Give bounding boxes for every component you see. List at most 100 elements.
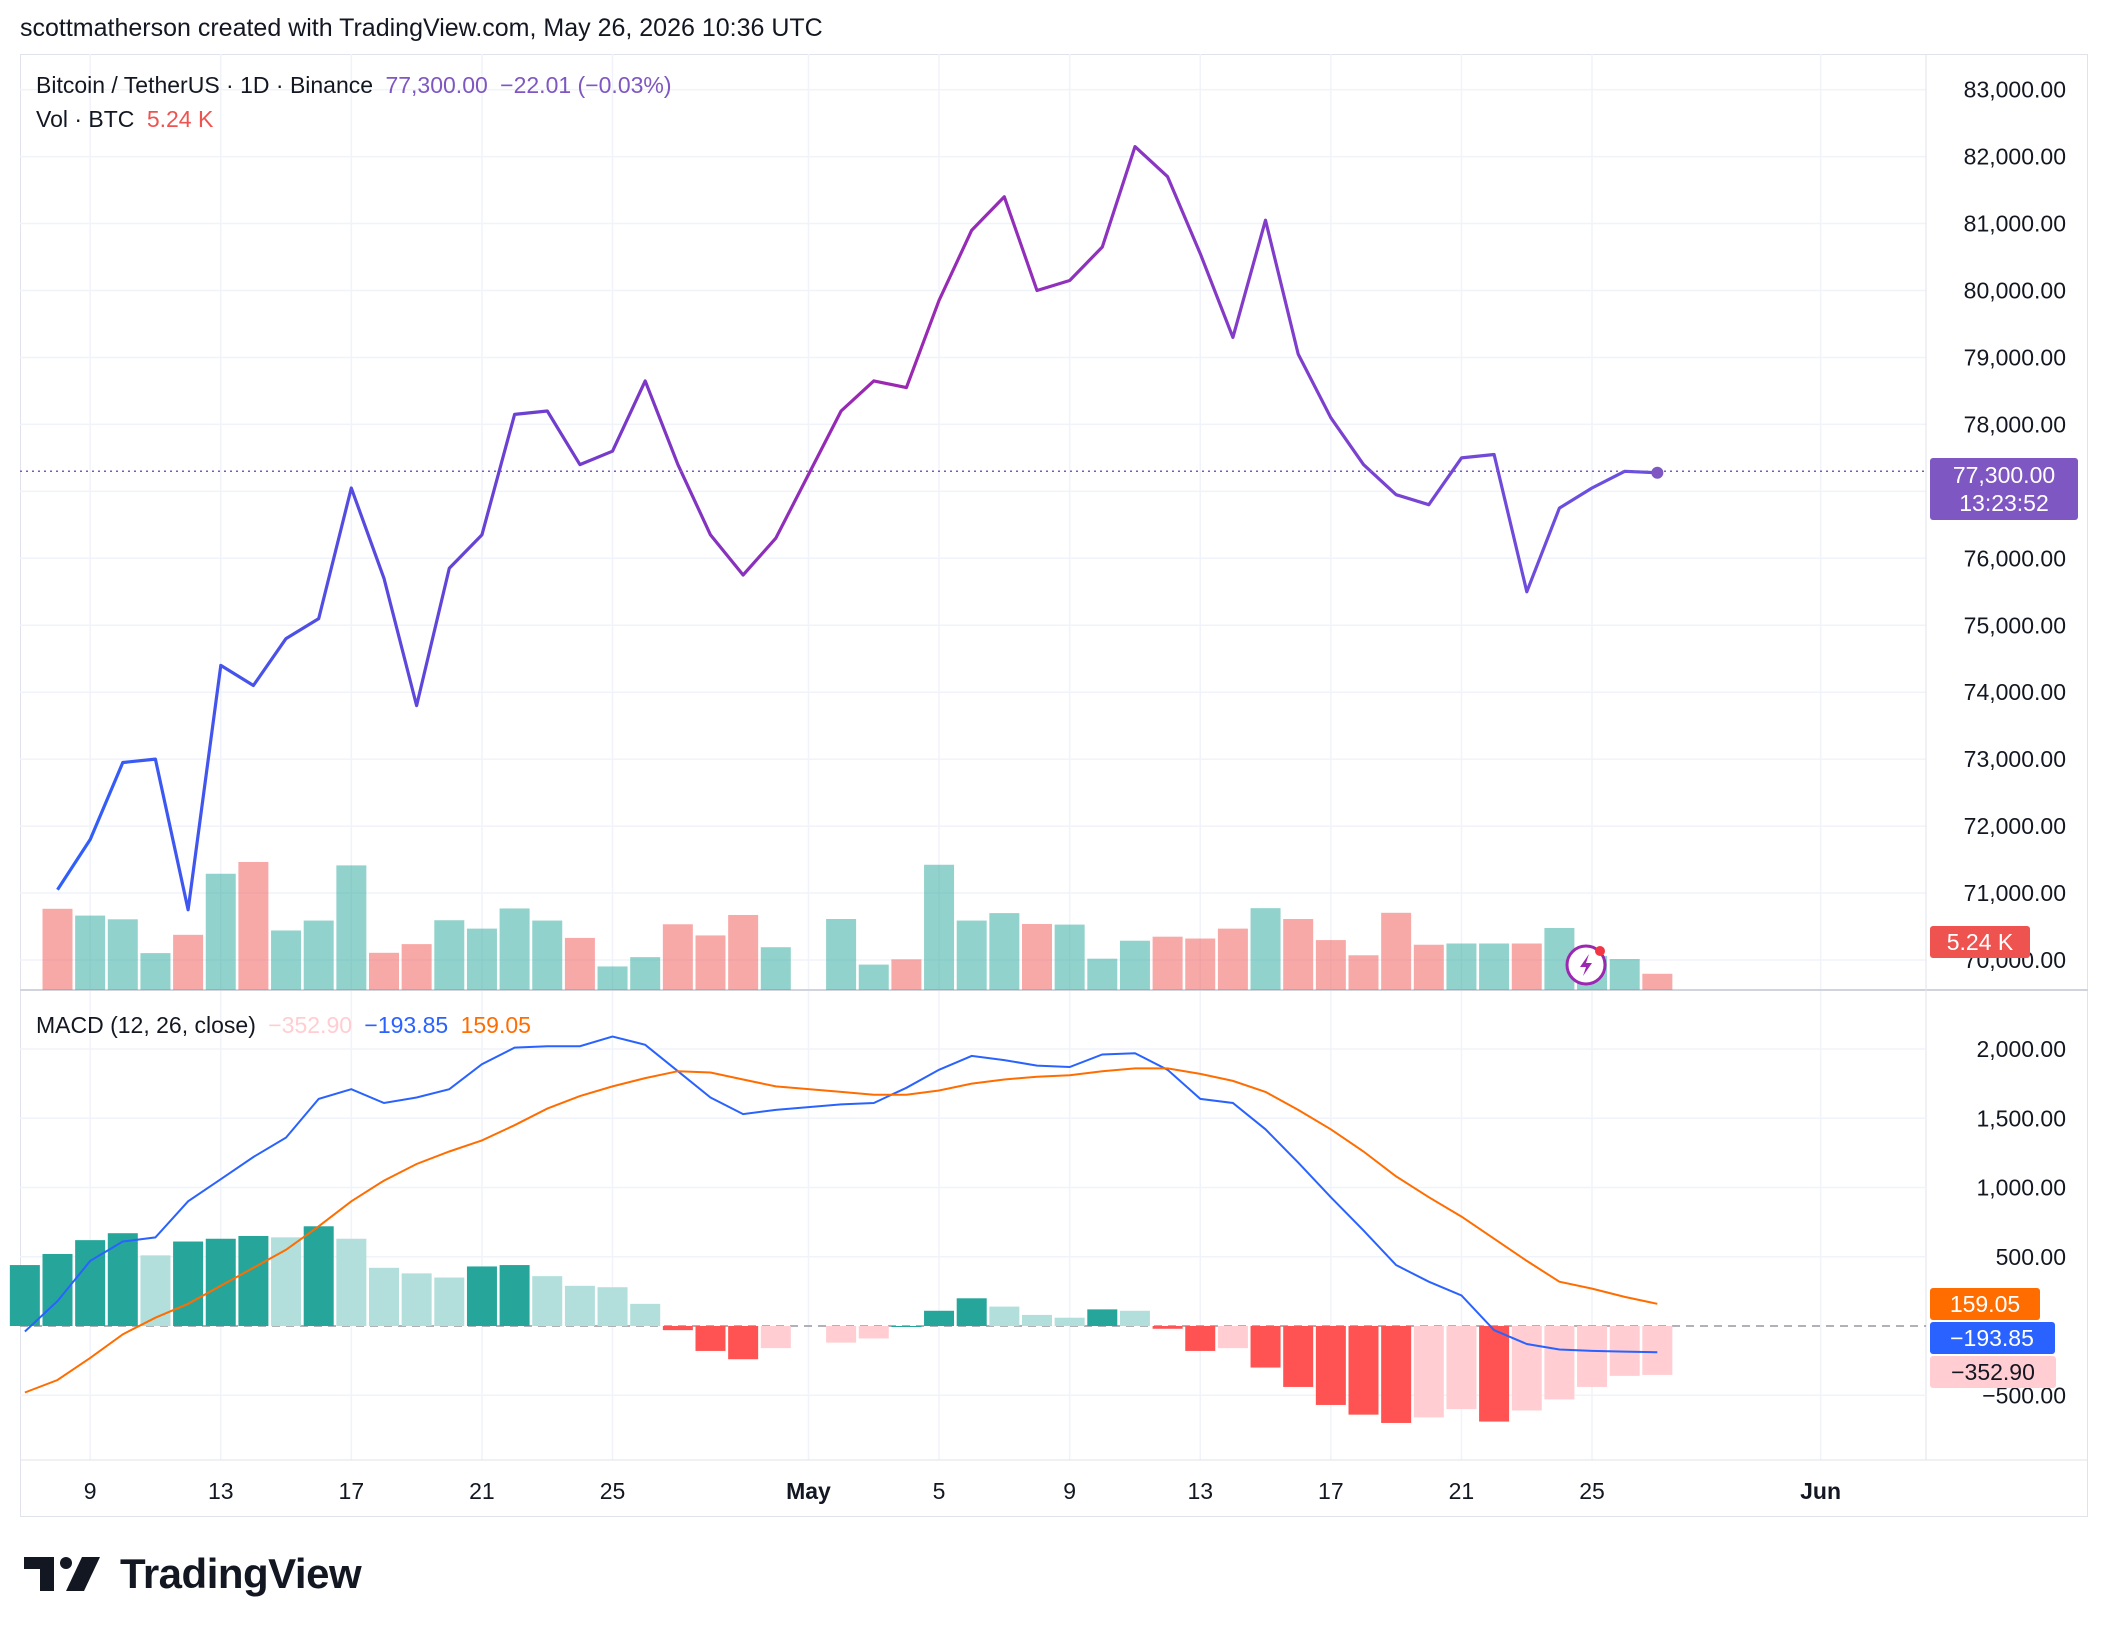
volume-bar: [564, 937, 595, 990]
macd-histogram-bar: [989, 1306, 1020, 1326]
volume-badge: 5.24 K: [1947, 929, 2014, 955]
volume-value: 5.24 K: [146, 106, 214, 132]
macd-histogram-bar: [1315, 1326, 1346, 1405]
macd-badge-bg: [1930, 1322, 2055, 1354]
macd-histogram-bar: [1087, 1309, 1118, 1326]
macd-tick-label: 1,000.00: [1976, 1175, 2066, 1201]
macd-histogram-bar: [597, 1287, 628, 1326]
signal-badge-bg: [1930, 1288, 2040, 1320]
volume-bar: [336, 865, 367, 990]
price-tick-label: 83,000.00: [1964, 77, 2066, 103]
tradingview-logo[interactable]: TradingView: [24, 1550, 362, 1598]
volume-bar: [466, 928, 497, 990]
volume-bar: [140, 953, 171, 990]
x-tick-label: 17: [1318, 1478, 1344, 1504]
x-tick-label: 9: [84, 1478, 97, 1504]
last-price-dot: [1651, 466, 1664, 479]
volume-bar: [1381, 912, 1412, 990]
volume-bar: [107, 919, 138, 990]
price-tick-label: 82,000.00: [1964, 144, 2066, 170]
signal-badge: 159.05: [1950, 1291, 2020, 1317]
macd-tick-label: 500.00: [1996, 1244, 2066, 1270]
volume-bar: [1087, 958, 1118, 990]
volume-bar: [1642, 973, 1673, 990]
macd-label[interactable]: MACD (12, 26, close): [36, 1012, 256, 1038]
volume-bar: [303, 920, 334, 990]
x-tick-label: 25: [600, 1478, 626, 1504]
volume-label[interactable]: Vol · BTC: [36, 106, 135, 132]
chart-frame: [20, 54, 2088, 1517]
alert-icon[interactable]: [1565, 944, 1607, 986]
price-tick-label: 72,000.00: [1964, 813, 2066, 839]
volume-bar: [1119, 940, 1150, 990]
macd-histogram-bar: [434, 1277, 465, 1326]
signal-line: [24, 1067, 1658, 1394]
macd-histogram-bar: [564, 1285, 595, 1326]
volume-bar: [1413, 944, 1444, 990]
volume-bar: [728, 914, 759, 990]
price-badge-bg: [1930, 458, 2078, 520]
volume-bar: [989, 913, 1020, 990]
macd-histogram-bar: [336, 1238, 367, 1326]
x-tick-label: 21: [1449, 1478, 1475, 1504]
volume-bar: [75, 915, 106, 990]
price-tick-label: 80,000.00: [1964, 278, 2066, 304]
macd-histogram-bar: [303, 1226, 334, 1326]
volume-bar: [369, 952, 399, 990]
price-legend: Bitcoin / TetherUS · 1D · Binance 77,300…: [36, 72, 678, 99]
price-tick-label: 76,000.00: [1964, 545, 2066, 571]
volume-bar: [1185, 938, 1216, 990]
histogram-badge-bg: [1930, 1356, 2056, 1388]
x-tick-label: 9: [1063, 1478, 1076, 1504]
macd-value: −193.85: [364, 1012, 449, 1038]
x-tick-label: 13: [1187, 1478, 1213, 1504]
macd-badge: −193.85: [1950, 1325, 2034, 1351]
volume-bar: [1609, 959, 1640, 990]
price-badge-price: 77,300.00: [1953, 462, 2055, 488]
volume-bars: [42, 861, 1673, 990]
volume-bar: [858, 964, 889, 990]
histogram-badge: −352.90: [1951, 1359, 2035, 1385]
price-tick-label: 78,000.00: [1964, 411, 2066, 437]
macd-histogram-bar: [271, 1237, 302, 1326]
macd-histogram-bar: [858, 1326, 889, 1339]
volume-bar: [401, 944, 432, 990]
macd-histogram-bar: [532, 1276, 563, 1326]
volume-legend: Vol · BTC 5.24 K: [36, 106, 219, 133]
signal-value: 159.05: [460, 1012, 531, 1038]
axes: 9 13 17 21 25 May 5 9 13 17 21 25 Jun70,000.0071,000…: [84, 77, 2066, 1504]
volume-bar: [173, 934, 204, 990]
volume-bar: [956, 920, 987, 990]
macd-histogram-bar: [1250, 1326, 1281, 1368]
macd-histogram-bar: [1446, 1326, 1477, 1410]
macd-histogram-bar: [9, 1265, 40, 1326]
tradingview-logo-icon: [24, 1557, 100, 1591]
volume-bar: [1283, 919, 1314, 990]
volume-bar: [924, 864, 955, 990]
price-line: [56, 145, 1658, 912]
macd-histogram-bar: [1413, 1326, 1444, 1418]
macd-histogram-bar: [924, 1310, 955, 1326]
macd-histogram-bar: [826, 1326, 857, 1343]
volume-badge-bg: [1930, 926, 2030, 958]
price-tick-label: 73,000.00: [1964, 746, 2066, 772]
macd-histogram-bar: [1185, 1326, 1216, 1351]
volume-bar: [1054, 924, 1085, 990]
macd-histogram-bar: [238, 1235, 269, 1326]
macd-tick-label: 2,000.00: [1976, 1036, 2066, 1062]
macd-histogram-bar: [466, 1266, 497, 1326]
price-tick-label: 74,000.00: [1964, 679, 2066, 705]
symbol-label[interactable]: Bitcoin / TetherUS · 1D · Binance: [36, 72, 374, 98]
macd-histogram-bar: [1217, 1326, 1248, 1349]
volume-bar: [42, 908, 73, 990]
volume-bar: [695, 935, 726, 990]
price-tick-label: 71,000.00: [1964, 880, 2066, 906]
volume-bar: [662, 924, 693, 990]
macd-histogram-bar: [1119, 1310, 1150, 1326]
volume-bar: [1479, 943, 1510, 990]
volume-bar: [597, 966, 628, 990]
macd-histogram-bar: [1577, 1326, 1608, 1387]
macd-histogram-bar: [1283, 1326, 1314, 1387]
macd-histogram-bar: [1348, 1326, 1379, 1415]
